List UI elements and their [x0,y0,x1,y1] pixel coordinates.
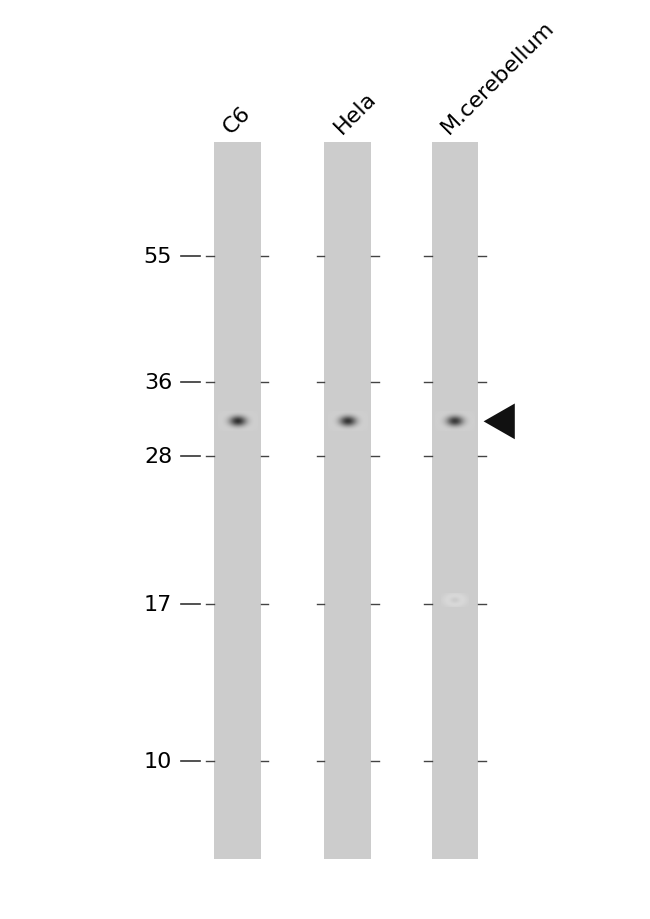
Bar [432,142,478,859]
Text: 36: 36 [144,372,172,392]
Bar [324,142,371,859]
Text: 28: 28 [144,447,172,467]
Text: M.cerebellum: M.cerebellum [437,17,558,138]
Polygon shape [484,404,515,440]
Text: C6: C6 [220,103,255,138]
Bar [214,142,261,859]
Text: 55: 55 [144,247,172,267]
Text: 17: 17 [144,595,172,614]
Text: 10: 10 [144,751,172,771]
Text: Hela: Hela [330,88,380,138]
